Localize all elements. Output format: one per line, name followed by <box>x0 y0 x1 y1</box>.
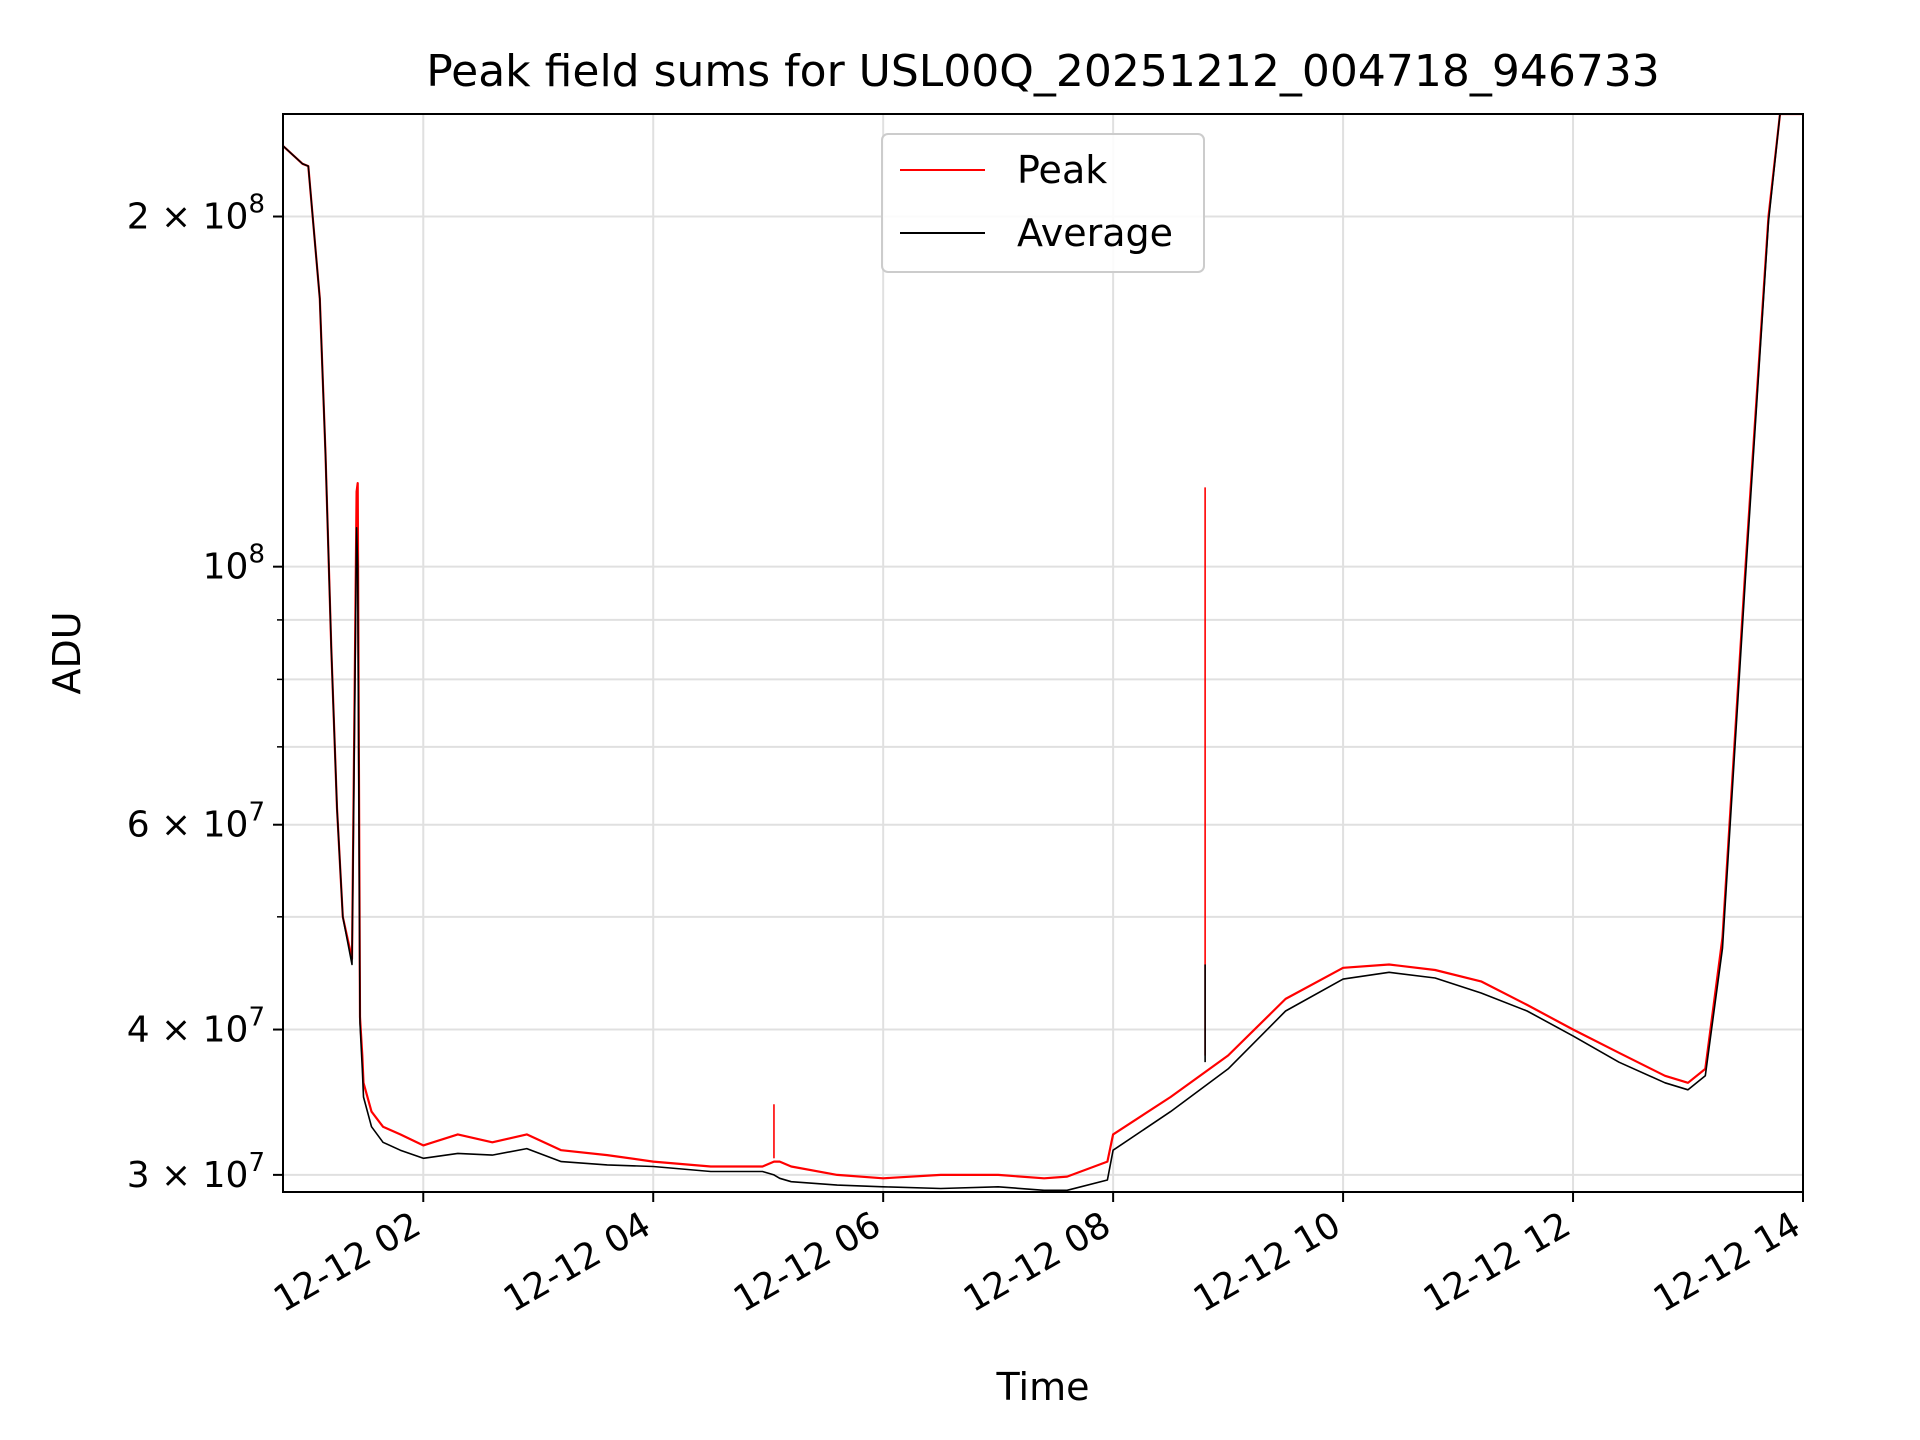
y-tick-base: 10 <box>203 547 249 588</box>
y-tick-label: 6 × 107 <box>127 798 265 846</box>
average-series-line <box>283 114 1803 1192</box>
plot-series <box>283 114 1803 1192</box>
y-tick-base: 2 × 10 <box>127 197 249 238</box>
y-tick-base: 3 × 10 <box>127 1155 249 1196</box>
y-axis-label: ADU <box>45 611 89 694</box>
x-axis-label: Time <box>996 1365 1090 1409</box>
legend-peak-label: Peak <box>1017 148 1107 192</box>
grid <box>283 114 1804 1192</box>
legend-box <box>881 133 1205 273</box>
y-tick-exponent: 8 <box>248 540 265 570</box>
y-tick-exponent: 7 <box>248 798 265 828</box>
legend-average-label: Average <box>1017 211 1173 255</box>
y-tick-exponent: 8 <box>248 190 265 220</box>
y-tick-label: 3 × 107 <box>127 1148 265 1196</box>
y-tick-exponent: 7 <box>248 1003 265 1033</box>
y-tick-base: 6 × 10 <box>127 805 249 846</box>
y-tick-label: 108 <box>203 540 265 588</box>
peak-series-line <box>283 114 1803 1180</box>
legend: Peak Average <box>881 133 1205 273</box>
y-tick-base: 4 × 10 <box>127 1010 249 1051</box>
axes-frame <box>282 113 1804 1193</box>
y-tick-label: 4 × 107 <box>127 1003 265 1051</box>
y-tick-label: 2 × 108 <box>127 190 265 238</box>
y-tick-exponent: 7 <box>248 1148 265 1178</box>
chart-title: Peak field sums for USL00Q_20251212_0047… <box>426 46 1660 97</box>
